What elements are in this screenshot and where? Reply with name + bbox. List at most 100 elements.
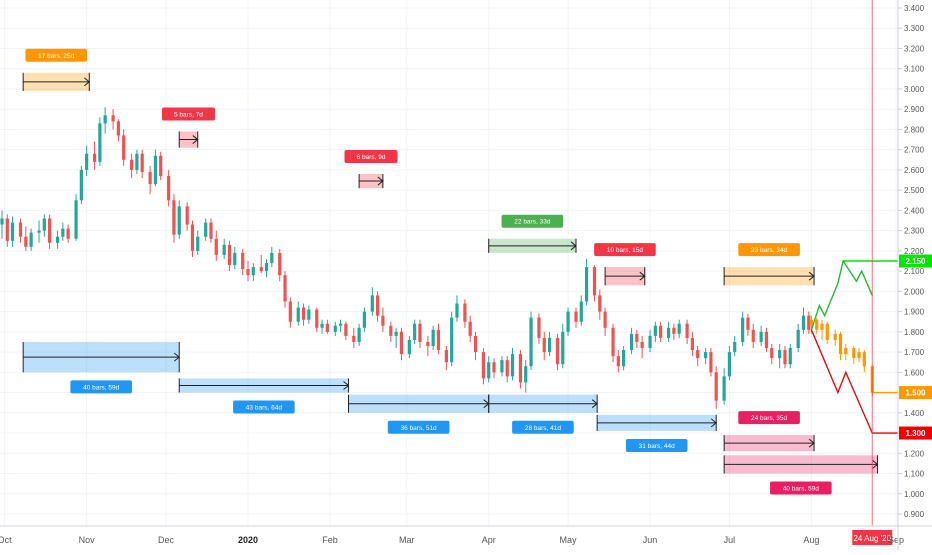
y-tick-label: 1.900	[904, 308, 925, 317]
candle-body	[566, 311, 570, 332]
candle-body	[640, 341, 644, 349]
candle-body	[510, 354, 515, 377]
candle-body	[431, 329, 435, 347]
candle-body	[357, 327, 361, 342]
candle-body	[85, 153, 89, 170]
date-range-arrow-head	[173, 352, 181, 362]
candle-body	[214, 238, 218, 255]
candle-body	[320, 323, 324, 328]
candle-body	[801, 315, 806, 330]
y-tick-label: 3.000	[904, 85, 925, 94]
candles	[0, 107, 811, 409]
date-range-label: 40 bars, 59d	[83, 384, 120, 391]
candle-body	[0, 218, 4, 225]
candle-body	[622, 350, 626, 367]
projection-line	[810, 329, 873, 434]
y-tick-label: 1.700	[904, 348, 925, 357]
date-range-label-bg	[501, 214, 564, 228]
date-range-arrow-head	[710, 418, 717, 428]
date-range-boxes: 17 bars, 25d 5 bars, 7d 6 bars, 9d 22 bars,…	[22, 48, 879, 495]
y-tick-label: 3.300	[904, 24, 925, 33]
y-tick-label: 1.400	[904, 409, 925, 418]
x-tick-label: Feb	[322, 535, 338, 545]
candle-body	[307, 309, 311, 320]
candle-body	[788, 348, 792, 365]
date-range-label: 22 bars, 33d	[514, 219, 551, 226]
y-tick-label: 2.100	[904, 267, 925, 276]
candle-body	[5, 218, 9, 241]
price-level-badge	[899, 386, 932, 400]
candle-body	[759, 331, 763, 342]
date-range-arrow-head	[83, 77, 91, 87]
candle-body	[542, 337, 546, 353]
y-tick-label: 3.100	[904, 65, 925, 74]
candle-body	[796, 329, 800, 349]
candle-body	[659, 325, 663, 338]
candle-body	[315, 309, 319, 328]
date-range-label-bg	[625, 439, 688, 453]
date-range-label: 10 bars, 15d	[607, 247, 644, 254]
date-range-label-bg	[594, 243, 656, 257]
candle-body	[648, 335, 652, 349]
projection-candle-body	[809, 319, 814, 326]
candle-body	[783, 350, 787, 365]
date-range-label: 23 bars, 34d	[751, 247, 788, 254]
candle-body	[283, 275, 287, 302]
vertical-marker: 24 Aug '20	[852, 0, 893, 545]
date-range-arrow-head	[591, 399, 598, 409]
date-range-label-bg	[738, 411, 800, 425]
candle-body	[10, 222, 15, 241]
price-level-label: 1.500	[905, 389, 926, 398]
candle-body	[381, 315, 385, 326]
candle-body	[61, 228, 65, 237]
candle-body	[653, 325, 657, 336]
projection	[809, 259, 898, 434]
x-tick-label: Dec	[158, 535, 175, 545]
candle-body	[246, 269, 250, 276]
candle-body	[66, 228, 70, 239]
candle-body	[746, 317, 750, 330]
candle-body	[111, 115, 115, 122]
y-tick-label: 1.100	[904, 470, 925, 479]
y-tick-label: 1.800	[904, 328, 925, 337]
date-range-label-bg	[161, 107, 215, 121]
candle-body	[259, 267, 263, 272]
date-range-label-bg	[738, 243, 800, 257]
candle-body	[592, 267, 597, 296]
projection-candle-body	[825, 323, 829, 340]
candle-body	[672, 327, 676, 334]
candle-body	[370, 295, 374, 312]
x-tick-label: May	[560, 535, 578, 545]
candle-body	[635, 333, 639, 342]
candle-body	[167, 175, 171, 201]
y-tick-label: 2.000	[904, 287, 925, 296]
x-tick-label: Sep	[888, 535, 904, 545]
date-range-arrow-head	[639, 271, 646, 281]
candle-body	[733, 341, 737, 353]
candle-body	[190, 224, 195, 251]
y-tick-label: 2.200	[904, 247, 925, 256]
candle-body	[505, 360, 509, 377]
y-tick-label: 1.000	[904, 490, 925, 499]
date-range-label-bg	[512, 420, 574, 434]
y-tick-label: 3.200	[904, 44, 925, 53]
candle-body	[116, 121, 120, 136]
candle-body	[751, 329, 755, 342]
candle-body	[394, 331, 398, 336]
date-range-label-bg	[70, 380, 132, 394]
date-range-label: 28 bars, 41d	[525, 425, 562, 432]
date-range-label: 31 bars, 44d	[639, 443, 676, 450]
candle-body	[233, 252, 237, 266]
candle-body	[185, 206, 189, 225]
date-range-label: 6 bars, 9d	[357, 154, 386, 161]
candle-body	[103, 115, 107, 124]
candle-body	[122, 135, 126, 160]
candle-body	[455, 303, 459, 318]
x-tick-label: Apr	[482, 535, 496, 545]
candle-body	[463, 303, 467, 322]
candle-body	[98, 123, 102, 162]
y-tick-label: 0.900	[904, 510, 925, 519]
candle-body	[685, 323, 689, 338]
